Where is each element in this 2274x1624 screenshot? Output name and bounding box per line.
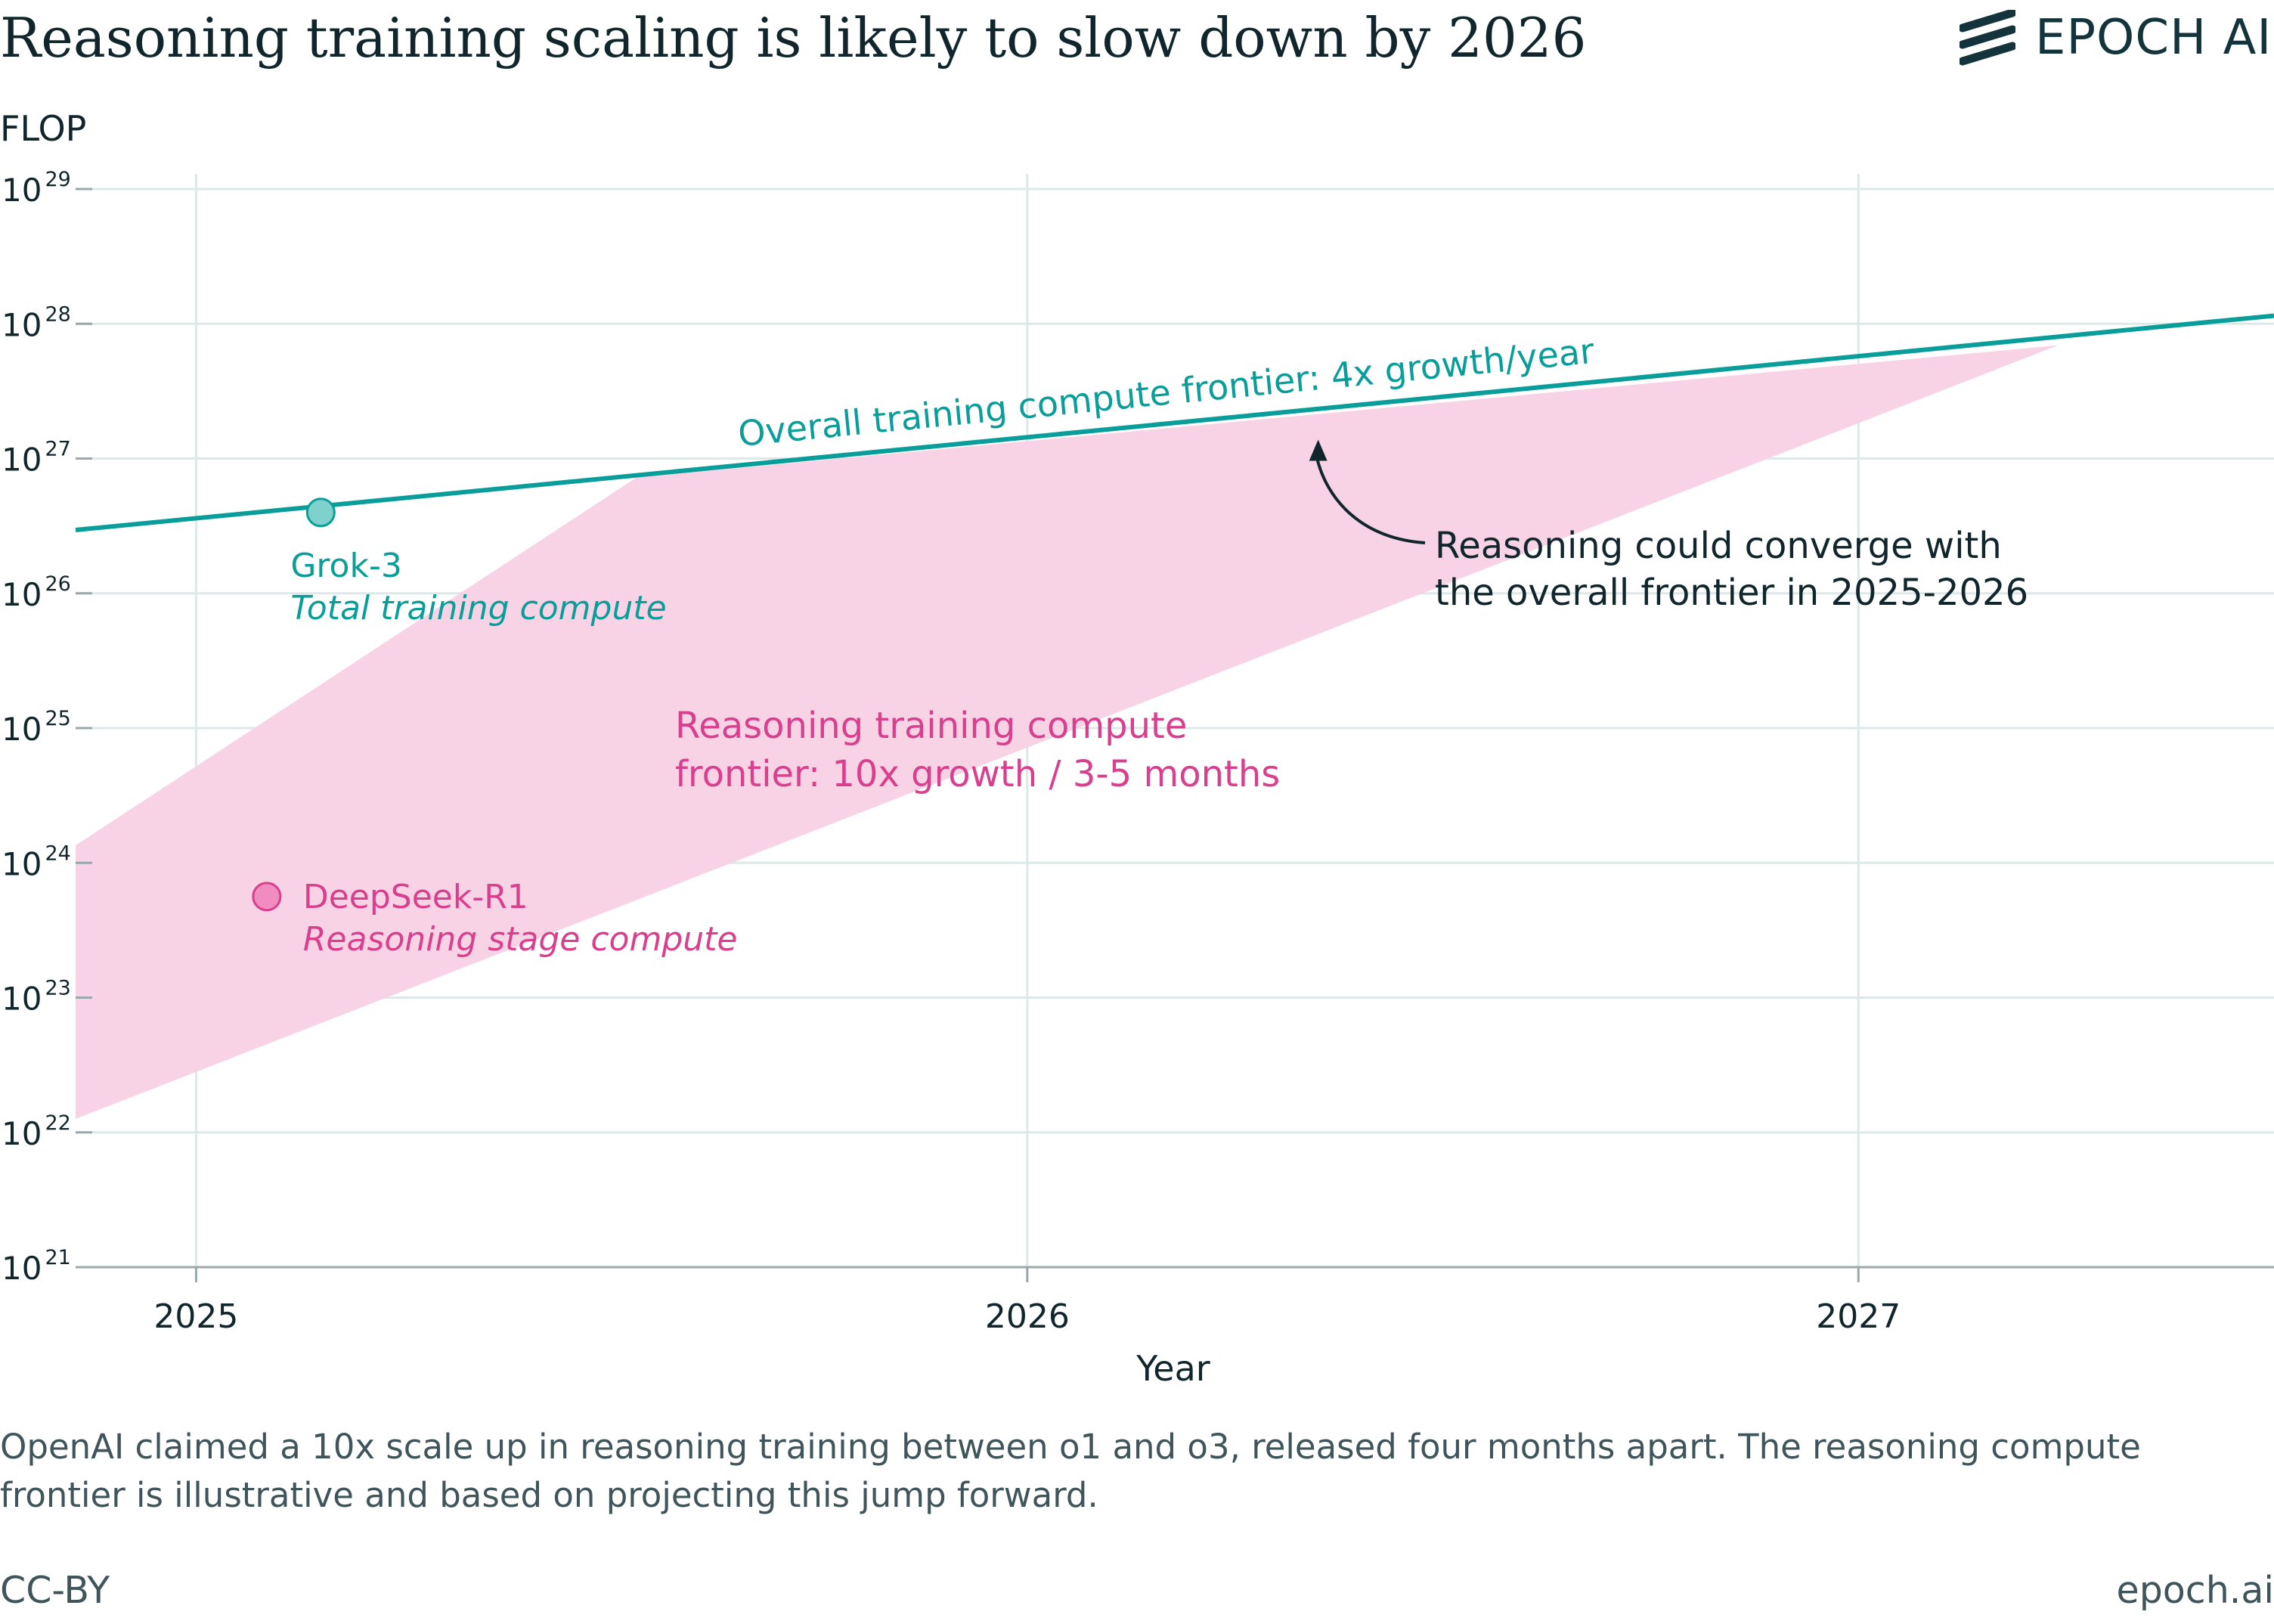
y-tick-label: 10 28 — [2, 302, 71, 343]
y-tick-label: 10 29 — [2, 168, 71, 209]
reasoning-frontier-label-line: frontier: 10x growth / 3-5 months — [675, 753, 1280, 795]
data-point-deepseek-r1 — [252, 882, 282, 912]
y-tick-label: 10 21 — [2, 1246, 71, 1287]
y-tick-label: 10 23 — [2, 977, 71, 1018]
annotation-arrow — [1315, 457, 1426, 544]
y-tick-label: 10 24 — [2, 841, 71, 882]
x-tick-label: 2027 — [1816, 1297, 1901, 1336]
x-tick-label: 2026 — [985, 1297, 1070, 1336]
data-point-grok-3 — [305, 497, 336, 528]
x-tick-label: 2025 — [153, 1297, 238, 1336]
point-note: Total training compute — [290, 589, 666, 628]
point-label: Grok-3 — [290, 547, 402, 585]
y-tick-label: 10 27 — [2, 438, 71, 479]
license-label: CC-BY — [0, 1569, 110, 1612]
annotation-arrowhead — [1309, 439, 1328, 461]
chart-title: Reasoning training scaling is likely to … — [0, 6, 1587, 70]
chart-caption: OpenAI claimed a 10x scale up in reasoni… — [0, 1427, 2141, 1515]
x-axis-title: Year — [1135, 1348, 1210, 1389]
y-tick-label: 10 26 — [2, 572, 71, 613]
reasoning-frontier-label-line: Reasoning training compute — [675, 705, 1187, 747]
point-label: DeepSeek-R1 — [303, 878, 528, 916]
site-link[interactable]: epoch.ai — [2116, 1569, 2274, 1612]
annotation-text-line: the overall frontier in 2025-2026 — [1435, 572, 2028, 614]
point-note: Reasoning stage compute — [303, 920, 738, 959]
y-axis-title: FLOP — [0, 108, 86, 149]
overall-frontier-line — [75, 313, 2274, 532]
y-tick-label: 10 25 — [2, 707, 71, 748]
annotation-text-line: Reasoning could converge with — [1435, 525, 2002, 567]
reasoning-frontier-band — [76, 345, 2059, 1119]
y-tick-label: 10 22 — [2, 1111, 71, 1152]
epoch-ai-logo: EPOCH AI — [1960, 8, 2274, 68]
annotation-text: Reasoning could converge with the overall… — [1435, 525, 2028, 614]
reasoning-frontier-label: Reasoning training compute frontier: 10x … — [675, 705, 1280, 795]
epoch-logo-icon — [1960, 10, 2015, 66]
logo-text: EPOCH AI — [2035, 10, 2272, 66]
